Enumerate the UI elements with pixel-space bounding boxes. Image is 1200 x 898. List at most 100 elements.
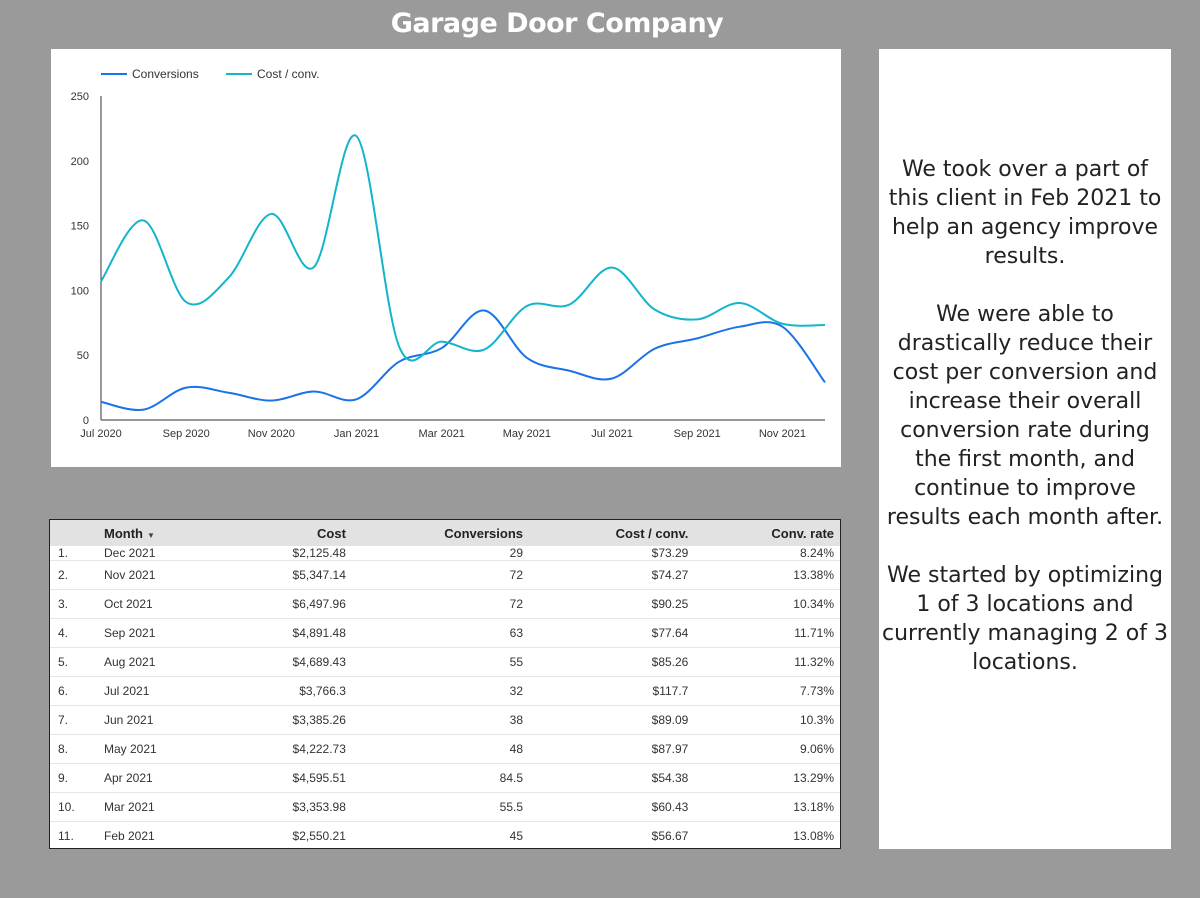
conversions-cell: 32 <box>351 676 530 706</box>
table-row: 1. Dec 2021 $2,125.48 29 $73.29 8.24% <box>50 546 840 561</box>
month-cell: Sep 2021 <box>98 618 225 648</box>
line-chart: 0 50 100 150 200 250 Jul 2020 Sep 2020 Nov 2020 J… <box>71 67 826 440</box>
cost-cell: $4,595.51 <box>224 763 352 793</box>
y-tick-label: 100 <box>71 285 89 297</box>
conv-rate-cell: 9.06% <box>694 734 840 764</box>
cost-per-conv-cell: $60.43 <box>529 792 695 822</box>
conversions-cell: 84.5 <box>351 763 530 793</box>
x-tick-label: May 2021 <box>503 428 551 440</box>
table-row: 8. May 2021 $4,222.73 48 $87.97 9.06% <box>50 734 840 764</box>
cost-cell: $4,891.48 <box>224 618 352 648</box>
row-index: 10. <box>50 792 98 822</box>
monthly-table: Month ▼ Cost Conversions Cost / conv. Con… <box>50 520 840 848</box>
y-tick-label: 250 <box>71 91 89 103</box>
cost-per-conv-cell: $85.26 <box>529 647 695 677</box>
table-row: 5. Aug 2021 $4,689.43 55 $85.26 11.32% <box>50 647 840 677</box>
table-header-conv-rate[interactable]: Conv. rate <box>771 525 834 541</box>
conv-rate-cell: 13.38% <box>694 560 840 590</box>
cost-per-conv-cell: $77.64 <box>529 618 695 648</box>
table-header-conversions[interactable]: Conversions <box>444 525 524 541</box>
row-index: 6. <box>50 676 98 706</box>
table-header-month[interactable]: Month ▼ <box>104 525 155 541</box>
legend-label: Cost / conv. <box>257 67 319 81</box>
month-cell: Dec 2021 <box>98 546 225 561</box>
cost-cell: $4,689.43 <box>224 647 352 677</box>
cost-cell: $3,385.26 <box>224 705 352 735</box>
summary-text-panel: We took over a part of this client in Fe… <box>879 49 1171 849</box>
month-cell: Nov 2021 <box>98 560 225 590</box>
cost-per-conv-cell: $74.27 <box>529 560 695 590</box>
conversions-cell: 48 <box>351 734 530 764</box>
cost-per-conv-cell: $117.7 <box>529 676 695 706</box>
conversions-cell: 29 <box>351 546 530 561</box>
cost-cell: $2,125.48 <box>224 546 352 561</box>
cost-per-conv-cell: $54.38 <box>529 763 695 793</box>
x-tick-label: Nov 2020 <box>248 428 295 440</box>
x-tick-label: Nov 2021 <box>759 428 806 440</box>
month-cell: Mar 2021 <box>98 792 225 822</box>
conv-rate-cell: 8.24% <box>694 546 840 561</box>
table-header-row: Month ▼ Cost Conversions Cost / conv. Con… <box>50 520 840 546</box>
conv-rate-cell: 7.73% <box>694 676 840 706</box>
cost-cell: $6,497.96 <box>224 589 352 619</box>
cost-per-conv-cell: $90.25 <box>529 589 695 619</box>
row-index: 9. <box>50 763 98 793</box>
month-cell: Jul 2021 <box>98 676 225 706</box>
cost-per-conv-cell: $89.09 <box>529 705 695 735</box>
y-tick-label: 150 <box>71 221 89 233</box>
cost-per-conv-cell: $56.67 <box>529 821 695 848</box>
conv-rate-cell: 13.18% <box>694 792 840 822</box>
summary-paragraph-2: We were able to drastically reduce their… <box>886 302 1164 530</box>
cost-cell: $2,550.21 <box>224 821 352 848</box>
conversions-cell: 63 <box>351 618 530 648</box>
conv-rate-cell: 13.08% <box>694 821 840 848</box>
cost-per-conv-cell: $87.97 <box>529 734 695 764</box>
monthly-table-panel: Month ▼ Cost Conversions Cost / conv. Con… <box>49 519 841 849</box>
table-row: 10. Mar 2021 $3,353.98 55.5 $60.43 13.18% <box>50 792 840 822</box>
conv-rate-cell: 11.32% <box>694 647 840 677</box>
table-header-cost[interactable]: Cost <box>317 525 346 541</box>
row-index: 3. <box>50 589 98 619</box>
y-tick-label: 200 <box>71 156 89 168</box>
month-cell: Feb 2021 <box>98 821 225 848</box>
conv-rate-cell: 11.71% <box>694 618 840 648</box>
month-cell: Oct 2021 <box>98 589 225 619</box>
legend-label: Conversions <box>132 67 199 81</box>
conversions-cell: 72 <box>351 560 530 590</box>
table-row: 4. Sep 2021 $4,891.48 63 $77.64 11.71% <box>50 618 840 648</box>
cost-per-conv-cell: $73.29 <box>529 546 695 561</box>
x-tick-label: Sep 2020 <box>163 428 210 440</box>
conv-rate-cell: 13.29% <box>694 763 840 793</box>
x-tick-label: Jan 2021 <box>334 428 379 440</box>
month-cell: Jun 2021 <box>98 705 225 735</box>
table-row: 9. Apr 2021 $4,595.51 84.5 $54.38 13.29% <box>50 763 840 793</box>
line-chart-panel: 0 50 100 150 200 250 Jul 2020 Sep 2020 Nov 2020 J… <box>51 49 841 467</box>
row-index: 1. <box>50 546 98 561</box>
table-row: 2. Nov 2021 $5,347.14 72 $74.27 13.38% <box>50 560 840 590</box>
cost-cell: $5,347.14 <box>224 560 352 590</box>
y-tick-label: 50 <box>77 350 89 362</box>
conversions-cell: 45 <box>351 821 530 848</box>
x-tick-label: Jul 2021 <box>591 428 633 440</box>
page-title: Garage Door Company <box>390 8 724 39</box>
month-cell: May 2021 <box>98 734 225 764</box>
table-header-cost-per-conv[interactable]: Cost / conv. <box>615 525 689 541</box>
series-line-cost-conv <box>100 134 826 362</box>
row-index: 8. <box>50 734 98 764</box>
conversions-cell: 55.5 <box>351 792 530 822</box>
x-tick-label: Sep 2021 <box>674 428 721 440</box>
month-cell: Aug 2021 <box>98 647 225 677</box>
summary-paragraph-1: We took over a part of this client in Fe… <box>888 157 1162 269</box>
y-tick-label: 0 <box>83 415 89 427</box>
cost-cell: $3,766.3 <box>224 676 352 706</box>
row-index: 4. <box>50 618 98 648</box>
summary-text: We took over a part of this client in Fe… <box>879 155 1171 706</box>
cost-cell: $4,222.73 <box>224 734 352 764</box>
table-row: 6. Jul 2021 $3,766.3 32 $117.7 7.73% <box>50 676 840 706</box>
table-row: 11. Feb 2021 $2,550.21 45 $56.67 13.08% <box>50 821 840 848</box>
conv-rate-cell: 10.34% <box>694 589 840 619</box>
month-cell: Apr 2021 <box>98 763 225 793</box>
conv-rate-cell: 10.3% <box>694 705 840 735</box>
sort-desc-icon[interactable]: ▼ <box>146 530 155 540</box>
summary-paragraph-3: We started by optimizing 1 of 3 location… <box>882 563 1168 675</box>
